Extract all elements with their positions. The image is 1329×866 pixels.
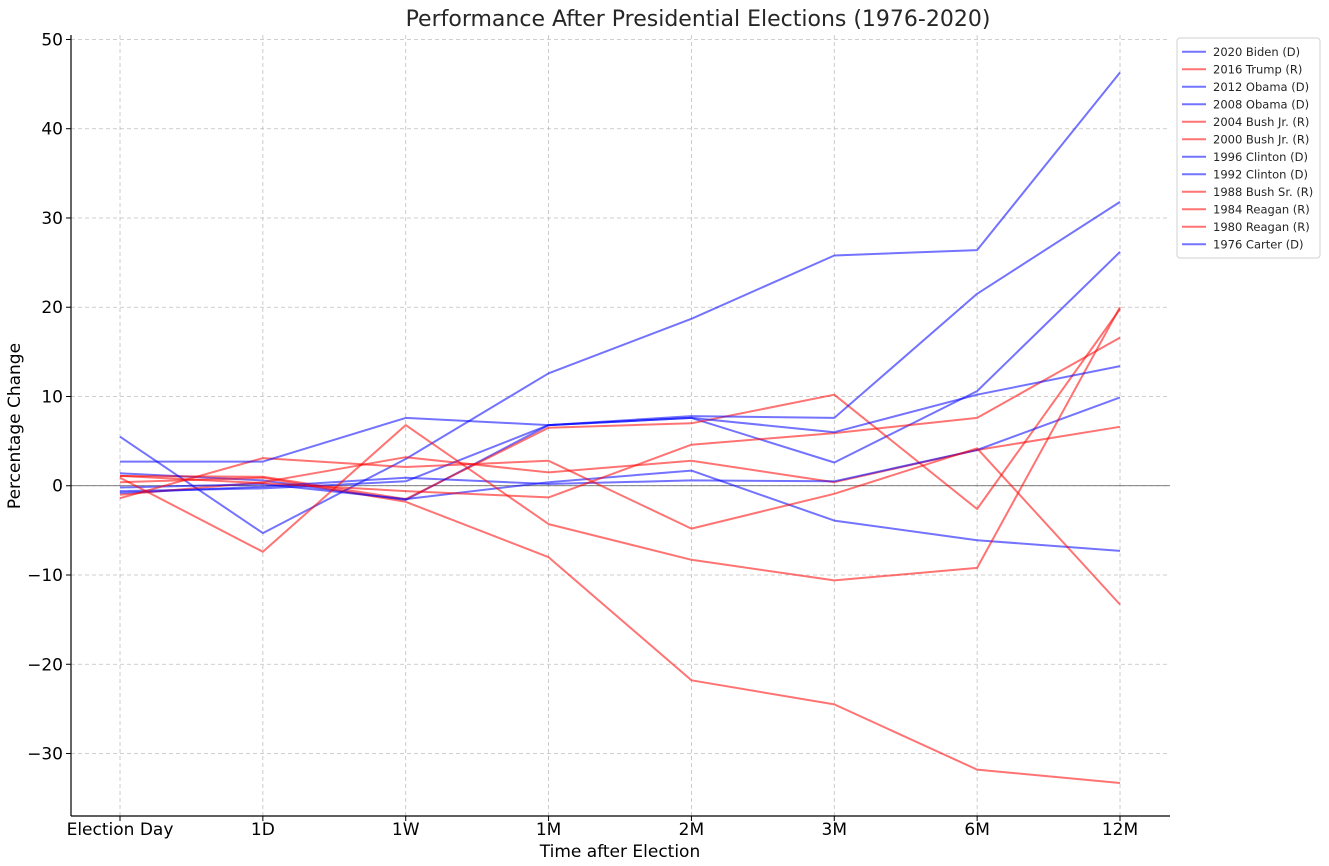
series-line-2008-obama-d <box>119 71 1121 535</box>
legend-box <box>1176 37 1321 259</box>
x-tick-label: 12M <box>1102 820 1138 840</box>
legend-entry: 2008 Obama (D) <box>1213 97 1309 111</box>
x-axis-label: Time after Election <box>539 842 700 862</box>
y-tick-label: 50 <box>41 30 63 50</box>
legend-entry: 1996 Clinton (D) <box>1213 150 1308 164</box>
x-tick-label: 2M <box>679 820 704 840</box>
series-line-1976-carter-d <box>120 365 1121 463</box>
y-tick-label: 0 <box>52 477 63 497</box>
x-tick-label: 1W <box>392 820 420 840</box>
chart-title: Performance After Presidential Elections… <box>406 7 991 32</box>
x-tick-label: 3M <box>822 820 847 840</box>
series-line-1988-bush-sr-r <box>119 336 1121 499</box>
legend-entry: 2012 Obama (D) <box>1213 80 1309 94</box>
legend-entry: 2016 Trump (R) <box>1213 62 1302 76</box>
y-tick-label: −30 <box>27 745 63 765</box>
legend-entry: 1976 Carter (D) <box>1213 237 1304 251</box>
x-tick-label: 1M <box>536 820 561 840</box>
axes: Election Day 1D 1W 1M 2M 3M 6M 12M 50 40 30 20 10 0 −1… <box>27 30 1170 840</box>
legend-entry: 2004 Bush Jr. (R) <box>1213 115 1309 129</box>
series-lines <box>119 71 1121 784</box>
y-tick-label: 20 <box>41 298 63 318</box>
series-line-1980-reagan-r <box>119 306 1121 582</box>
legend-entry: 1992 Clinton (D) <box>1213 167 1308 181</box>
series-line-2000-bush-jr-r <box>119 476 1121 784</box>
y-tick-label: −20 <box>27 655 63 675</box>
x-tick-label: 1D <box>251 820 275 840</box>
legend-entry: 1984 Reagan (R) <box>1213 202 1310 216</box>
legend-entry: 2000 Bush Jr. (R) <box>1213 132 1309 146</box>
y-tick-label: 30 <box>41 209 63 229</box>
legend-entry: 1980 Reagan (R) <box>1213 220 1310 234</box>
legend-entry: 1988 Bush Sr. (R) <box>1213 185 1313 199</box>
series-line-1984-reagan-r <box>119 447 1121 606</box>
x-tick-label: 6M <box>964 820 989 840</box>
x-tick-label: Election Day <box>67 820 174 840</box>
y-tick-label: 40 <box>41 120 63 140</box>
y-tick-label: 10 <box>41 387 63 407</box>
grid <box>71 35 1170 816</box>
series-line-2016-trump-r <box>119 308 1121 510</box>
y-axis-label: Percentage Change <box>5 343 25 509</box>
legend: 2020 Biden (D) 2016 Trump (R) 2012 Obama (… <box>1176 37 1321 259</box>
series-line-2020-biden-d <box>119 251 1121 501</box>
y-tick-label: −10 <box>27 566 63 586</box>
series-line-1992-clinton-d <box>119 469 1121 552</box>
legend-entry: 2020 Biden (D) <box>1213 45 1300 59</box>
